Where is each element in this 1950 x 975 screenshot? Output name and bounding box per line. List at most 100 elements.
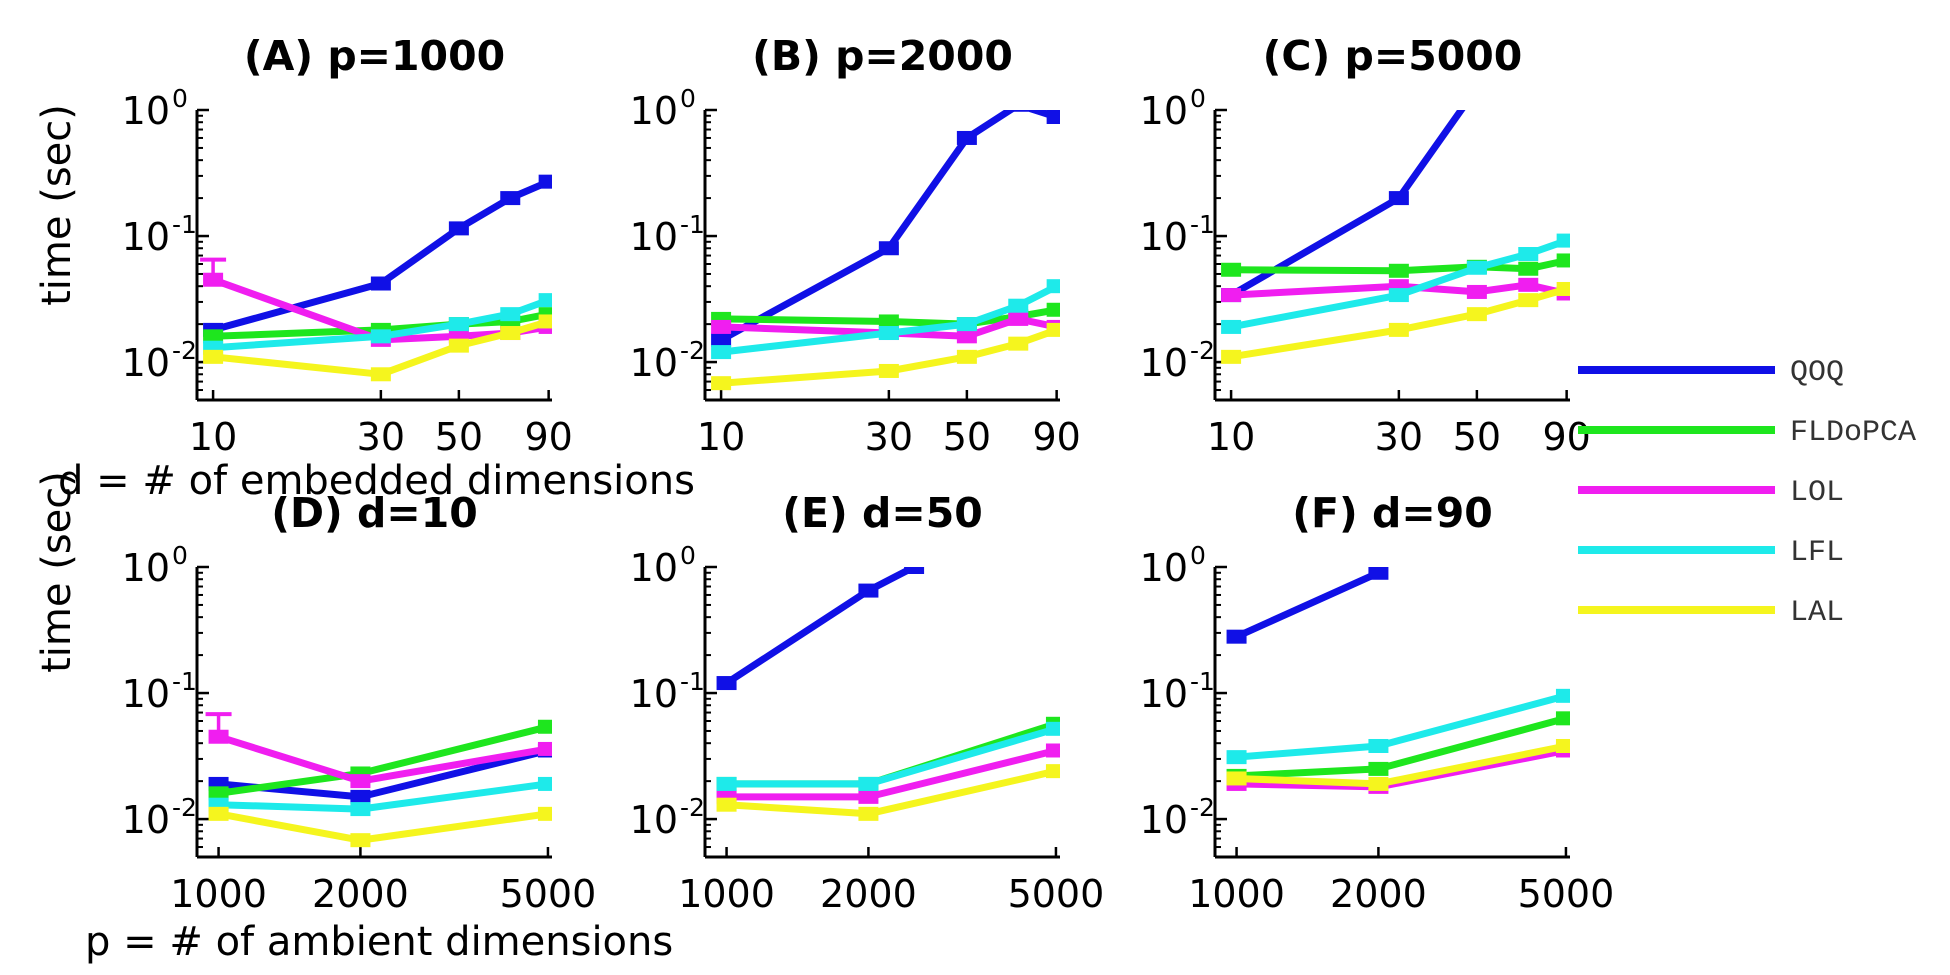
- data-point-LFL: [500, 307, 521, 322]
- y-tick-exponent: 0: [172, 84, 188, 113]
- series-group: [1226, 567, 1570, 794]
- data-point-LAL: [956, 349, 977, 364]
- y-tick-label: 10: [1140, 341, 1188, 385]
- y-tick-label: 10: [630, 546, 678, 590]
- data-point-LFL: [956, 317, 977, 332]
- legend-label: LFL: [1790, 536, 1844, 570]
- x-tick-label: 2000: [1330, 872, 1427, 916]
- y-tick-label: 10: [122, 89, 170, 133]
- y-tick-label: 10: [1140, 89, 1188, 133]
- data-point-LAL: [1226, 771, 1247, 786]
- series-group: [716, 567, 1060, 821]
- data-point-LAL: [1045, 764, 1060, 779]
- data-point-LAL: [537, 806, 552, 821]
- data-point-FLDoPCA: [878, 314, 899, 329]
- data-point-LFL: [858, 776, 879, 791]
- series-line-QOQ: [719, 110, 1058, 343]
- data-point-FLDoPCA: [1555, 711, 1570, 726]
- data-point-FLDoPCA: [1388, 263, 1409, 278]
- data-point-QOQ: [956, 130, 977, 145]
- data-point-FLDoPCA: [537, 719, 552, 734]
- data-point-LAL: [1221, 349, 1242, 364]
- y-tick-exponent: 0: [1190, 84, 1206, 113]
- data-point-LOL: [350, 774, 371, 789]
- y-tick-exponent: 0: [680, 84, 696, 113]
- panel-title: (B) p=2000: [752, 32, 1013, 80]
- data-point-LAL: [1555, 738, 1570, 753]
- data-point-LOL: [956, 329, 977, 344]
- y-tick-exponent: -2: [1190, 793, 1215, 822]
- panel-title: (E) d=50: [782, 489, 983, 537]
- data-point-LOL: [208, 729, 229, 744]
- data-point-LAL: [1388, 322, 1409, 337]
- x-tick-label: 10: [697, 415, 745, 459]
- series-line-QOQ: [724, 567, 916, 687]
- data-point-LFL: [537, 776, 552, 791]
- data-point-QOQ: [1388, 191, 1409, 206]
- data-point-LOL: [203, 272, 224, 287]
- data-point-LFL: [448, 317, 469, 332]
- x-tick-label: 5000: [1518, 872, 1615, 916]
- x-tick-label: 5000: [1008, 872, 1105, 916]
- data-point-LFL: [1046, 279, 1060, 294]
- data-point-FLDoPCA: [208, 786, 229, 801]
- legend-label: QOQ: [1790, 356, 1844, 390]
- y-tick-exponent: -1: [1190, 210, 1215, 239]
- data-point-QOQ: [448, 221, 469, 236]
- data-point-QOQ: [1368, 567, 1389, 580]
- data-point-LFL: [1518, 247, 1539, 262]
- series-group: [205, 712, 552, 848]
- legend-label: LAL: [1790, 596, 1844, 630]
- y-tick-label: 10: [122, 546, 170, 590]
- y-tick-label: 10: [122, 672, 170, 716]
- y-tick-exponent: -2: [680, 793, 705, 822]
- data-point-LOL: [1466, 284, 1487, 299]
- y-tick-exponent: -2: [172, 793, 197, 822]
- series-line-LOL: [217, 733, 549, 785]
- data-point-LAL: [1046, 322, 1060, 337]
- data-point-LFL: [1556, 233, 1570, 248]
- data-point-QOQ: [878, 241, 899, 256]
- data-point-LFL: [878, 326, 899, 341]
- data-point-FLDoPCA: [1518, 261, 1539, 276]
- data-point-QOQ: [858, 583, 879, 598]
- data-point-LOL: [1008, 311, 1029, 326]
- series-group: [711, 110, 1060, 391]
- y-tick-label: 10: [1140, 672, 1188, 716]
- data-point-LOL: [537, 741, 552, 756]
- data-point-LOL: [1518, 277, 1539, 292]
- x-tick-label: 2000: [312, 872, 409, 916]
- y-tick-label: 10: [630, 341, 678, 385]
- y-tick-exponent: -1: [172, 667, 197, 696]
- x-tick-label: 50: [943, 415, 991, 459]
- y-tick-label: 10: [122, 341, 170, 385]
- data-point-LAL: [1518, 293, 1539, 308]
- y-tick-label: 10: [630, 215, 678, 259]
- data-point-QOQ: [500, 191, 521, 206]
- legend: QOQ FLDoPCA LOL LFL LAL: [1578, 356, 1916, 630]
- series-line-LAL: [217, 810, 549, 844]
- y-tick-exponent: 0: [680, 541, 696, 570]
- x-tick-label: 1000: [678, 872, 775, 916]
- series-line-QOQ: [1235, 569, 1380, 640]
- y-tick-label: 10: [630, 89, 678, 133]
- ylabel-bottom-row: time (sec): [34, 471, 80, 673]
- data-point-LAL: [858, 806, 879, 821]
- y-tick-label: 10: [1140, 546, 1188, 590]
- data-point-QOQ: [711, 332, 732, 347]
- x-tick-label: 1000: [1188, 872, 1285, 916]
- data-point-LFL: [1555, 688, 1570, 703]
- data-point-FLDoPCA: [1046, 302, 1060, 317]
- data-point-QOQ: [1046, 110, 1060, 124]
- legend-label: LOL: [1790, 476, 1844, 510]
- data-point-LAL: [711, 376, 732, 391]
- y-tick-label: 10: [122, 215, 170, 259]
- data-point-LAL: [370, 367, 391, 382]
- data-point-FLDoPCA: [1368, 761, 1389, 776]
- data-point-LAL: [448, 338, 469, 353]
